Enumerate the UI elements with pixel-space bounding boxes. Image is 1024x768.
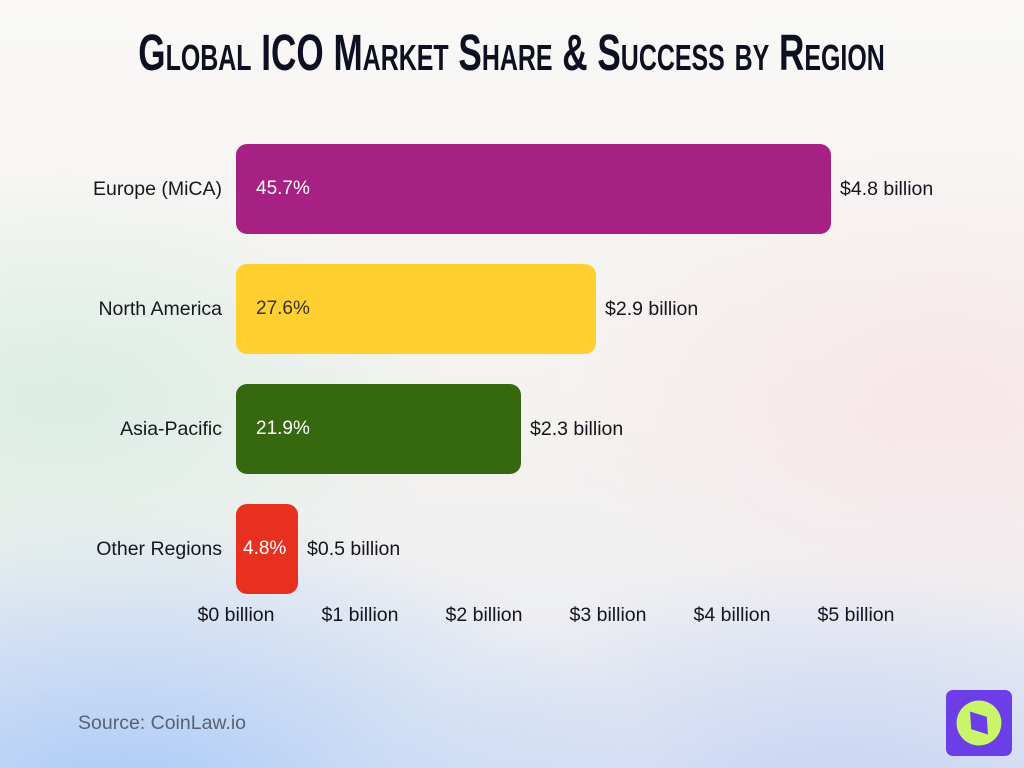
- bar-value-label: $2.3 billion: [530, 418, 624, 440]
- bar-value-label: $2.9 billion: [605, 298, 699, 320]
- category-label: North America: [98, 298, 222, 320]
- x-axis-tick-label: $5 billion: [817, 604, 895, 626]
- bar: 45.7%: [236, 144, 831, 234]
- compass-icon: [956, 700, 1002, 746]
- category-label: Other Regions: [96, 538, 222, 560]
- bar-percent-label: 27.6%: [256, 298, 310, 319]
- x-axis-tick-label: $3 billion: [569, 604, 647, 626]
- coinlaw-logo: [946, 690, 1012, 756]
- bar-value-label: $4.8 billion: [840, 178, 934, 200]
- bar: 4.8%: [236, 504, 298, 594]
- chart-title: Global ICO Market Share & Success by Reg…: [138, 23, 886, 82]
- bar: 21.9%: [236, 384, 521, 474]
- bar-percent-label: 21.9%: [256, 418, 310, 439]
- title-wrap: Global ICO Market Share & Success by Reg…: [0, 23, 1024, 82]
- x-axis-tick-label: $2 billion: [445, 604, 523, 626]
- category-label: Europe (MiCA): [93, 178, 222, 200]
- x-axis-tick-label: $1 billion: [321, 604, 399, 626]
- bar: 27.6%: [236, 264, 596, 354]
- x-axis-tick-label: $4 billion: [693, 604, 771, 626]
- bar-value-label: $0.5 billion: [307, 538, 401, 560]
- source-credit: Source: CoinLaw.io: [78, 712, 247, 734]
- category-label: Asia-Pacific: [120, 418, 222, 440]
- bar-percent-label: 4.8%: [243, 538, 287, 559]
- x-axis-tick-label: $0 billion: [197, 604, 275, 626]
- bar-percent-label: 45.7%: [256, 178, 310, 199]
